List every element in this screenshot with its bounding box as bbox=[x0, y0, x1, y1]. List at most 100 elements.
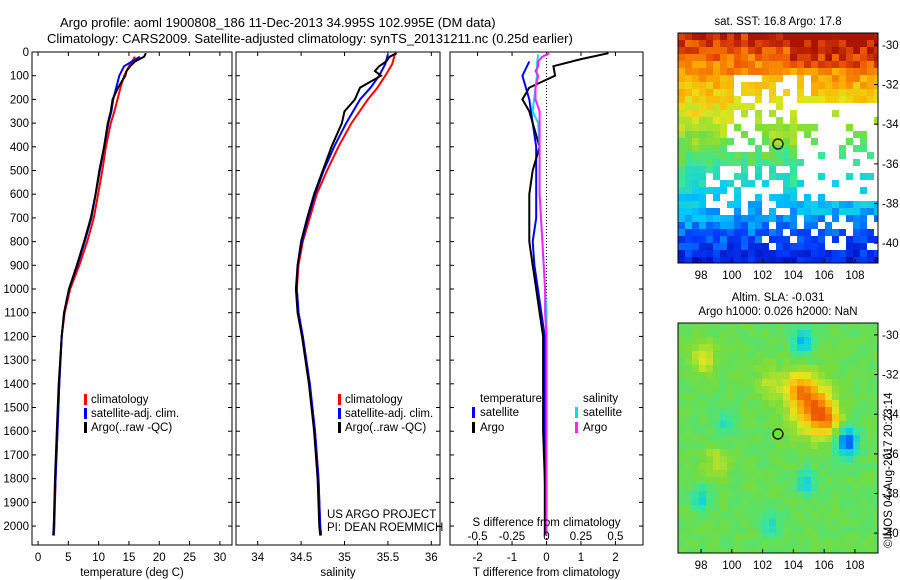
map-cell bbox=[755, 365, 763, 373]
map-cell bbox=[783, 54, 791, 62]
map-cell bbox=[755, 40, 763, 48]
map-cell bbox=[748, 124, 756, 132]
map-cell bbox=[734, 414, 742, 422]
map-cell bbox=[713, 337, 721, 345]
map-cell bbox=[741, 82, 749, 90]
map-cell bbox=[804, 68, 812, 76]
map-cell bbox=[818, 82, 826, 90]
map-cell bbox=[825, 491, 833, 499]
map-cell bbox=[685, 110, 693, 118]
map-cell bbox=[783, 330, 791, 338]
map-cell bbox=[804, 547, 812, 554]
map-cell bbox=[804, 365, 812, 373]
map-cell bbox=[720, 82, 728, 90]
map-cell bbox=[776, 540, 784, 548]
map-cell bbox=[699, 330, 707, 338]
y-tick-label: -38 bbox=[882, 489, 899, 501]
x-tick-label: 106 bbox=[815, 270, 834, 282]
map-cell bbox=[804, 463, 812, 471]
map-cell bbox=[839, 124, 847, 132]
map-cell bbox=[818, 145, 826, 153]
map-cell bbox=[713, 222, 721, 230]
map-cell bbox=[811, 131, 819, 139]
map-cell bbox=[685, 138, 693, 146]
map-cell bbox=[776, 117, 784, 125]
map-cell bbox=[692, 400, 700, 408]
map-cell bbox=[699, 222, 707, 230]
map-cell bbox=[783, 75, 791, 83]
map-cell bbox=[734, 393, 742, 401]
map-cell bbox=[874, 540, 879, 548]
map-cell bbox=[846, 40, 854, 48]
map-cell bbox=[769, 484, 777, 492]
map-cell bbox=[748, 250, 756, 258]
map-cell bbox=[846, 351, 854, 359]
map-cell bbox=[790, 435, 798, 443]
map-cell bbox=[692, 414, 700, 422]
map-cell bbox=[783, 250, 791, 258]
map-cell bbox=[734, 61, 742, 69]
map-cell bbox=[776, 89, 784, 97]
map-cell bbox=[867, 89, 875, 97]
map-cell bbox=[678, 463, 686, 471]
map-cell bbox=[762, 337, 770, 345]
map-cell bbox=[685, 187, 693, 195]
map-cell bbox=[685, 222, 693, 230]
map-cell bbox=[867, 330, 875, 338]
map-cell bbox=[818, 68, 826, 76]
map-cell bbox=[748, 208, 756, 216]
map-cell bbox=[860, 512, 868, 520]
map-cell bbox=[755, 512, 763, 520]
map-cell bbox=[790, 208, 798, 216]
map-cell bbox=[818, 435, 826, 443]
y-tick-label: -30 bbox=[882, 330, 899, 342]
map-cell bbox=[720, 257, 728, 264]
map-cell bbox=[734, 89, 742, 97]
map-cell bbox=[755, 117, 763, 125]
map-cell bbox=[734, 365, 742, 373]
map-cell bbox=[867, 257, 875, 264]
map-cell bbox=[783, 421, 791, 429]
map-cell bbox=[797, 152, 805, 160]
map-cell bbox=[797, 131, 805, 139]
map-cell bbox=[755, 89, 763, 97]
map-cell bbox=[706, 435, 714, 443]
map-cell bbox=[748, 393, 756, 401]
map-cell bbox=[783, 194, 791, 202]
map-cell bbox=[727, 435, 735, 443]
map-cell bbox=[685, 414, 693, 422]
x2-tick-label: 0 bbox=[543, 531, 549, 543]
map-cell bbox=[818, 337, 826, 345]
map-cell bbox=[734, 243, 742, 251]
map-cell bbox=[706, 243, 714, 251]
map-cell bbox=[727, 124, 735, 132]
map-cell bbox=[818, 236, 826, 244]
map-cell bbox=[713, 393, 721, 401]
map-cell bbox=[832, 75, 840, 83]
map-cell bbox=[825, 386, 833, 394]
map-cell bbox=[685, 421, 693, 429]
map-cell bbox=[776, 463, 784, 471]
map-cell bbox=[748, 180, 756, 188]
map-cell bbox=[685, 117, 693, 125]
map-cell bbox=[860, 61, 868, 69]
map-cell bbox=[776, 414, 784, 422]
map-cell bbox=[699, 337, 707, 345]
map-cell bbox=[678, 498, 686, 506]
map-cell bbox=[692, 526, 700, 534]
map-cell bbox=[755, 82, 763, 90]
map-cell bbox=[846, 337, 854, 345]
map-cell bbox=[825, 372, 833, 380]
map-cell bbox=[727, 449, 735, 457]
map-cell bbox=[762, 526, 770, 534]
map-cell bbox=[832, 484, 840, 492]
map-cell bbox=[734, 201, 742, 209]
map-cell bbox=[678, 40, 686, 48]
map-cell bbox=[720, 456, 728, 464]
map-cell bbox=[720, 428, 728, 436]
map-cell bbox=[846, 540, 854, 548]
map-cell bbox=[783, 145, 791, 153]
map-cell bbox=[713, 68, 721, 76]
map-cell bbox=[846, 82, 854, 90]
map-cell bbox=[685, 166, 693, 174]
